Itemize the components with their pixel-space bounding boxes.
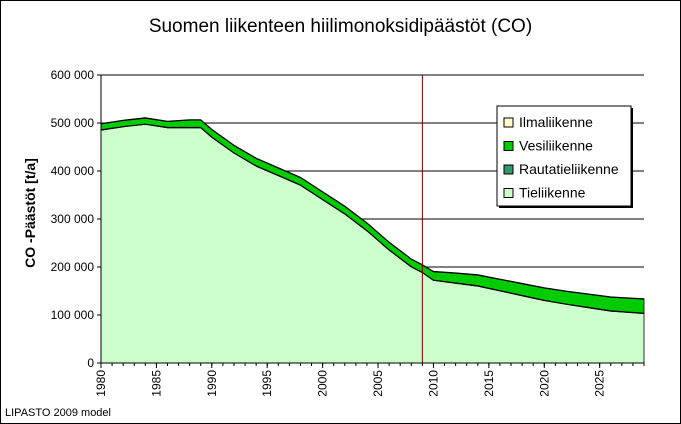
legend-box	[496, 105, 632, 207]
area-ilmaliikenne	[100, 117, 645, 300]
legend-swatch	[503, 141, 514, 151]
source-note: LIPASTO 2009 model	[5, 407, 111, 419]
x-tick-label: 2000	[316, 370, 330, 397]
chart-title: Suomen liikenteen hiilimonoksidipäästöt …	[148, 16, 533, 37]
x-tick-label: 1980	[94, 370, 108, 397]
legend-label: Rautatieliikenne	[519, 161, 619, 177]
legend-swatch	[503, 164, 514, 175]
y-tick-label: 600 000	[51, 68, 95, 82]
x-tick-label: 2020	[537, 370, 551, 397]
y-tick-label: 300 000	[51, 212, 95, 226]
y-tick-label: 400 000	[51, 164, 95, 178]
x-tick-label: 1995	[260, 370, 274, 397]
legend-label: Tieliikenne	[519, 185, 586, 201]
x-tick-label: 2025	[593, 370, 607, 397]
y-tick-label: 100 000	[51, 308, 95, 322]
legend-swatch	[503, 188, 514, 198]
legend-label: Ilmaliikenne	[519, 114, 593, 130]
y-tick-label: 0	[87, 356, 94, 370]
legend-label: Vesiliikenne	[519, 138, 593, 154]
y-tick-label: 200 000	[51, 260, 95, 274]
legend-swatch	[503, 117, 514, 128]
x-tick-label: 2015	[482, 370, 496, 397]
y-tick-label: 500 000	[51, 116, 95, 130]
x-tick-label: 2005	[371, 370, 385, 397]
x-tick-label: 1990	[205, 370, 219, 397]
x-tick-label: 1985	[149, 370, 163, 397]
x-tick-label: 2010	[426, 370, 440, 397]
